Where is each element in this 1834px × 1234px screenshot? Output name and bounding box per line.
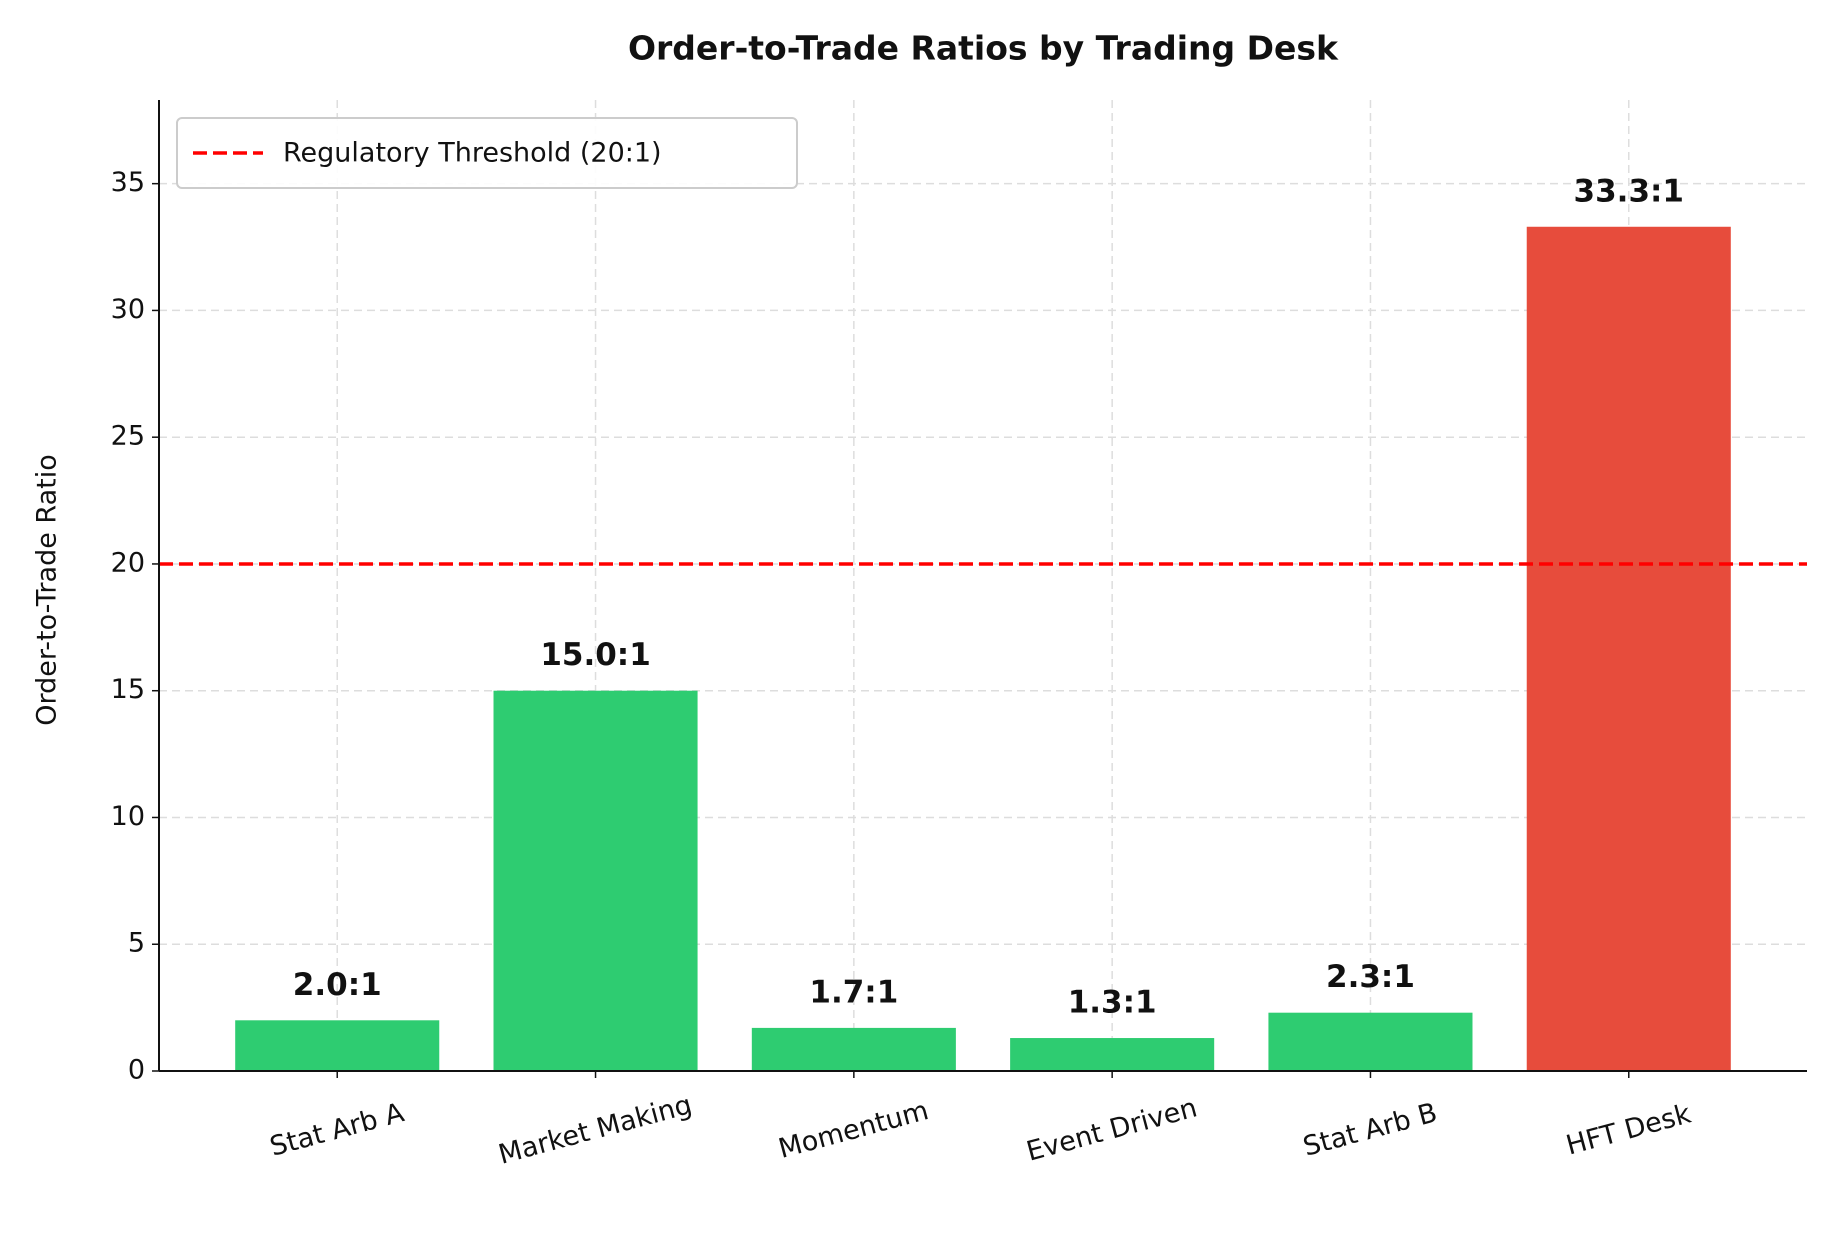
bar [751,1027,956,1071]
x-tick-label: Stat Arb B [1300,1097,1441,1162]
y-tick-label: 35 [111,167,145,198]
y-tick-label: 25 [111,421,145,452]
bar [493,690,698,1071]
x-tick-label: Market Making [495,1089,695,1170]
value-label: 15.0:1 [540,637,650,673]
y-tick-label: 10 [111,801,145,832]
bar [1010,1038,1215,1071]
value-label: 2.0:1 [293,967,382,1003]
bar [1526,226,1731,1072]
y-axis-label: Order-to-Trade Ratio [32,454,63,725]
bar [235,1020,440,1071]
y-tick-label: 15 [111,674,145,705]
x-tick-label: Event Driven [1023,1092,1200,1167]
legend-box [176,117,798,189]
y-tick-label: 0 [128,1055,145,1086]
y-tick-label: 30 [111,294,145,325]
bar [1268,1012,1473,1071]
y-tick-label: 5 [128,928,145,959]
x-tick-label: Momentum [775,1095,932,1165]
value-label: 1.7:1 [809,974,898,1010]
chart-title: Order-to-Trade Ratios by Trading Desk [628,29,1339,68]
legend-label: Regulatory Threshold (20:1) [283,138,662,169]
value-label: 33.3:1 [1574,173,1684,209]
x-tick-label: HFT Desk [1563,1098,1695,1161]
y-tick-label: 20 [111,547,145,578]
value-label: 1.3:1 [1068,985,1157,1021]
value-label: 2.3:1 [1326,959,1415,995]
x-tick-label: Stat Arb A [267,1097,408,1163]
